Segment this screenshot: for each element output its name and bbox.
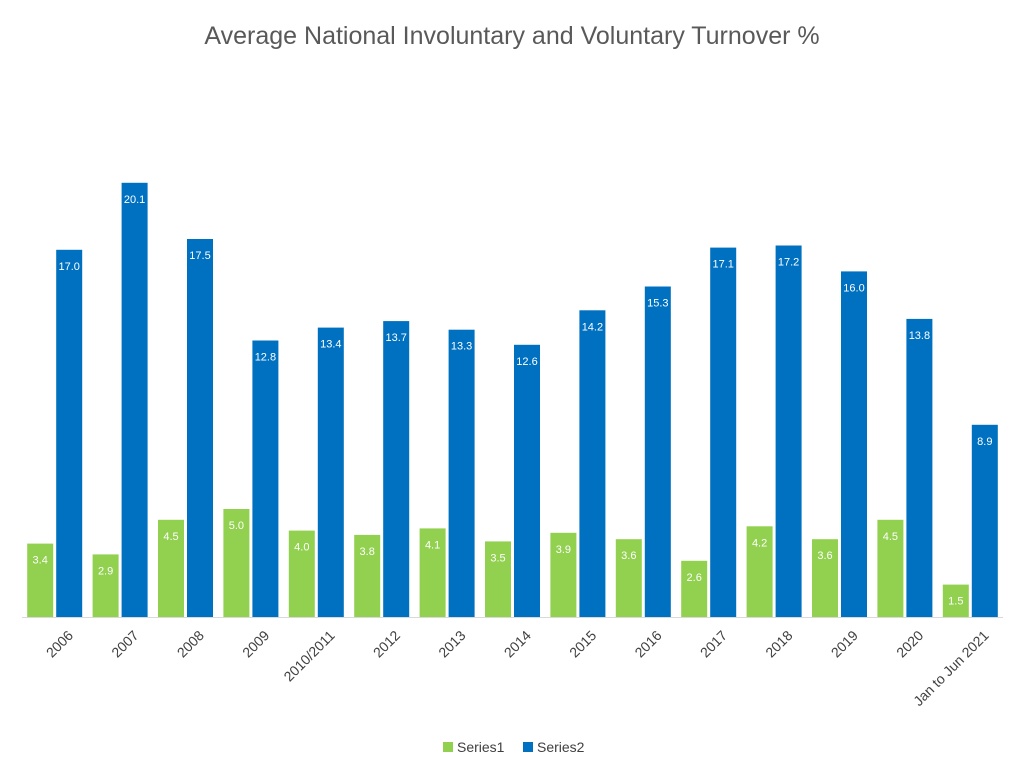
x-tick-label-5: 2012 xyxy=(370,627,403,660)
bar-series1-12 xyxy=(812,539,838,617)
legend-label-series2: Series2 xyxy=(537,739,585,755)
data-label-series2-14: 8.9 xyxy=(977,436,992,448)
x-tick-label-3: 2009 xyxy=(239,627,272,660)
data-label-series2-5: 13.7 xyxy=(385,332,406,344)
bar-series1-6 xyxy=(419,528,446,617)
data-label-series1-1: 2.9 xyxy=(98,565,113,577)
x-tick-label-13: 2020 xyxy=(893,627,926,660)
bar-series2-2 xyxy=(187,239,213,617)
data-label-series2-1: 20.1 xyxy=(124,194,145,206)
data-label-series2-7: 12.6 xyxy=(516,356,537,368)
bar-series2-4 xyxy=(317,327,344,617)
x-tick-label-4: 2010/2011 xyxy=(280,627,338,685)
chart-title: Average National Involuntary and Volunta… xyxy=(204,22,819,50)
bar-series1-10 xyxy=(681,560,708,617)
bar-series2-3 xyxy=(252,340,279,617)
data-label-series1-10: 2.6 xyxy=(687,572,702,584)
data-label-series1-0: 3.4 xyxy=(33,555,48,567)
value-labels-group: 3.4 17.0 2.9 20.1 4.5 17.5 5.0 12.8 4.0 13.4 3.8 13… xyxy=(33,194,993,608)
data-label-series1-2: 4.5 xyxy=(163,531,178,543)
bar-series2-8 xyxy=(579,310,606,617)
data-label-series1-11: 4.2 xyxy=(752,537,767,549)
bar-series1-8 xyxy=(550,532,577,617)
data-label-series2-3: 12.8 xyxy=(255,352,276,364)
data-label-series2-12: 16.0 xyxy=(843,282,864,294)
data-label-series2-4: 13.4 xyxy=(320,339,341,351)
bar-series1-5 xyxy=(354,534,381,617)
bar-series2-1 xyxy=(121,182,148,618)
x-tick-label-9: 2016 xyxy=(631,627,664,660)
bar-series1-9 xyxy=(615,539,642,617)
data-label-series2-8: 14.2 xyxy=(582,321,603,333)
data-label-series1-4: 4.0 xyxy=(294,542,309,554)
bar-series1-14 xyxy=(942,584,969,617)
bar-series2-11 xyxy=(775,245,802,617)
data-label-series1-3: 5.0 xyxy=(229,520,244,532)
bar-series1-2 xyxy=(158,519,184,617)
bar-series2-7 xyxy=(514,344,540,617)
data-label-series1-9: 3.6 xyxy=(621,550,636,562)
bar-series1-11 xyxy=(746,526,773,617)
data-label-series1-5: 3.8 xyxy=(360,546,375,558)
bar-series2-9 xyxy=(644,286,671,617)
bar-series2-12 xyxy=(841,271,867,617)
data-label-series1-7: 3.5 xyxy=(490,552,505,564)
x-tick-label-8: 2015 xyxy=(566,627,599,660)
data-label-series2-6: 13.3 xyxy=(451,341,472,353)
legend-swatch-series2 xyxy=(523,742,533,752)
data-label-series1-6: 4.1 xyxy=(425,539,440,551)
bar-series1-0 xyxy=(27,543,54,617)
x-tick-label-6: 2013 xyxy=(435,627,468,660)
data-label-series1-14: 1.5 xyxy=(948,596,963,608)
data-label-series2-9: 15.3 xyxy=(647,298,668,310)
bar-series2-14 xyxy=(971,424,998,617)
bar-series1-7 xyxy=(485,541,511,617)
data-label-series1-8: 3.9 xyxy=(556,544,571,556)
bars-group xyxy=(27,182,998,618)
legend-swatch-series1 xyxy=(443,742,453,752)
x-tick-labels-group: 2006 2007 2008 2009 2010/2011 2012 2013 2014 201… xyxy=(43,627,992,709)
bar-series2-0 xyxy=(56,249,83,618)
bar-series2-10 xyxy=(710,247,737,617)
bar-series1-4 xyxy=(288,530,315,617)
x-tick-label-12: 2019 xyxy=(828,627,861,660)
x-tick-label-2: 2008 xyxy=(174,627,207,660)
x-tick-label-1: 2007 xyxy=(108,627,141,660)
x-tick-label-0: 2006 xyxy=(43,627,76,660)
bar-series1-1 xyxy=(92,554,119,617)
x-tick-label-10: 2017 xyxy=(697,627,730,660)
bar-series2-5 xyxy=(383,321,410,617)
x-tick-label-11: 2018 xyxy=(762,627,795,660)
bar-series1-13 xyxy=(877,519,904,617)
data-label-series1-12: 3.6 xyxy=(817,550,832,562)
bar-series2-13 xyxy=(906,318,933,617)
legend: Series1 Series2 xyxy=(443,739,585,755)
data-label-series2-11: 17.2 xyxy=(778,257,799,269)
bar-series1-3 xyxy=(223,509,250,617)
data-label-series1-13: 4.5 xyxy=(883,531,898,543)
bar-series2-6 xyxy=(448,329,475,617)
x-tick-label-7: 2014 xyxy=(501,627,534,660)
data-label-series2-0: 17.0 xyxy=(58,261,79,273)
data-label-series2-2: 17.5 xyxy=(189,250,210,262)
legend-label-series1: Series1 xyxy=(457,739,505,755)
data-label-series2-13: 13.8 xyxy=(909,330,930,342)
data-label-series2-10: 17.1 xyxy=(712,259,733,271)
